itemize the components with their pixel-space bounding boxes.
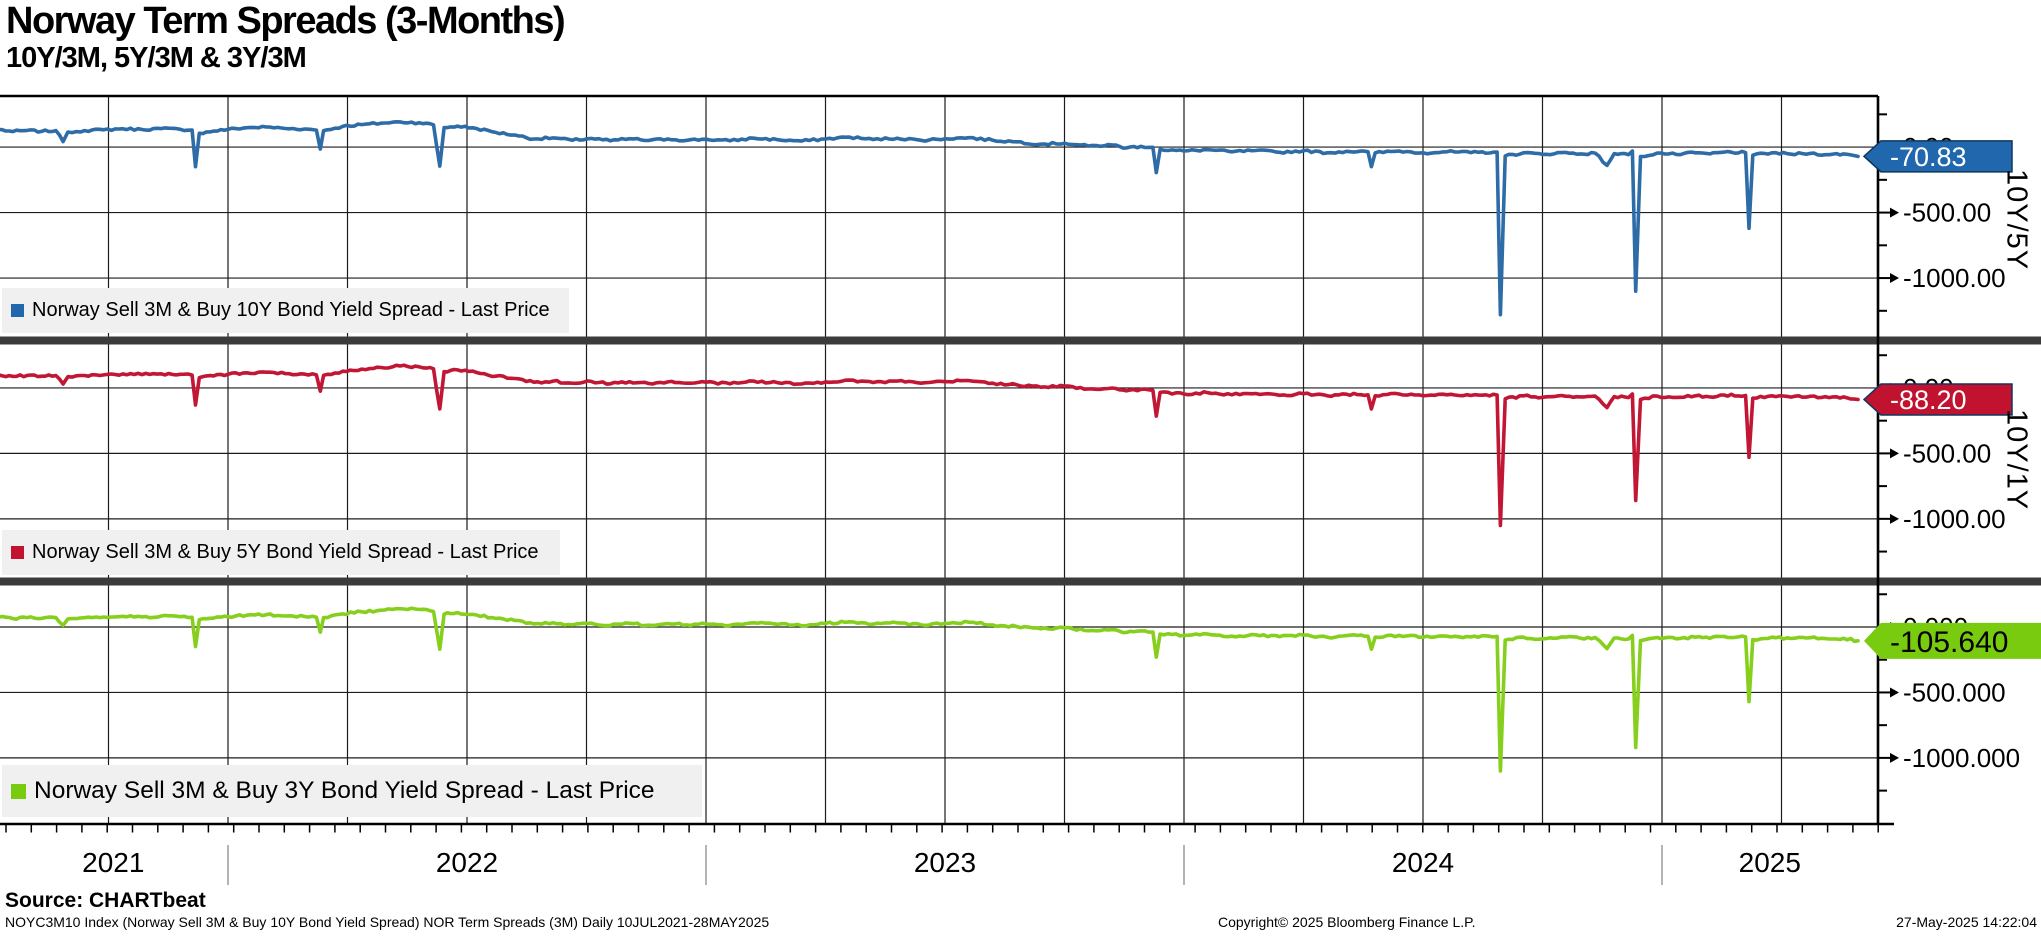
right-axis-ticks-panel-3: 0.000-500.000-1000.000 [1878, 593, 2020, 792]
svg-text:-1000.00: -1000.00 [1903, 263, 2006, 293]
legend-10y3m: Norway Sell 3M & Buy 10Y Bond Yield Spre… [2, 288, 569, 333]
last-price-badge-5y-3m: -88.20 [1862, 383, 2013, 416]
legend-swatch-red-icon [11, 546, 24, 559]
chart-title: Norway Term Spreads (3-Months) [6, 0, 566, 42]
right-axis-label-middle-panel: 10Y/1Y [2000, 409, 2033, 511]
series-line-10y-3m [0, 120, 1860, 317]
right-axis-label-top-panel: 10Y/5Y [2000, 169, 2033, 271]
svg-text:2025: 2025 [1739, 847, 1801, 878]
svg-text:-1000.00: -1000.00 [1903, 504, 2006, 534]
chart-frame [0, 94, 1894, 833]
series-line-5y-3m [0, 363, 1860, 528]
footer-timestamp: 27-May-2025 14:22:04 [1896, 914, 2037, 930]
legend-label: Norway Sell 3M & Buy 10Y Bond Yield Spre… [32, 299, 550, 321]
footer-copyright: Copyright© 2025 Bloomberg Finance L.P. [1218, 914, 1476, 930]
svg-text:2023: 2023 [914, 847, 976, 878]
svg-text:-1000.000: -1000.000 [1903, 743, 2020, 773]
legend-3y3m: Norway Sell 3M & Buy 3Y Bond Yield Sprea… [2, 765, 702, 817]
svg-text:2021: 2021 [82, 847, 144, 878]
legend-swatch-blue-icon [11, 304, 24, 317]
legend-5y3m: Norway Sell 3M & Buy 5Y Bond Yield Sprea… [2, 530, 560, 575]
svg-text:2022: 2022 [436, 847, 498, 878]
panel-dividers [0, 336, 2041, 586]
gridlines [0, 96, 1878, 824]
last-price-badge-3y-3m: -105.640 [1864, 622, 2041, 659]
source-line: Source: CHARTbeat [5, 889, 206, 912]
svg-text:2024: 2024 [1392, 847, 1454, 878]
footer-security-description: NOYC3M10 Index (Norway Sell 3M & Buy 10Y… [5, 914, 770, 930]
svg-text:-70.83: -70.83 [1890, 142, 1967, 172]
legend-swatch-green-icon [11, 783, 26, 799]
svg-text:-88.20: -88.20 [1890, 385, 1967, 415]
legend-label: Norway Sell 3M & Buy 3Y Bond Yield Sprea… [34, 777, 655, 804]
x-axis-year-labels: 2021 2022 2023 2024 2025 [82, 845, 1801, 885]
series-line-3y-3m [0, 606, 1860, 773]
svg-text:-500.00: -500.00 [1903, 198, 1991, 228]
svg-text:-500.000: -500.000 [1903, 677, 2006, 707]
chart-subtitle: 10Y/3M, 5Y/3M & 3Y/3M [6, 42, 307, 74]
svg-text:-500.00: -500.00 [1903, 438, 1991, 468]
last-price-badge-10y-3m: -70.83 [1862, 140, 2013, 173]
svg-text:-105.640: -105.640 [1890, 626, 2008, 659]
legend-label: Norway Sell 3M & Buy 5Y Bond Yield Sprea… [32, 541, 539, 563]
